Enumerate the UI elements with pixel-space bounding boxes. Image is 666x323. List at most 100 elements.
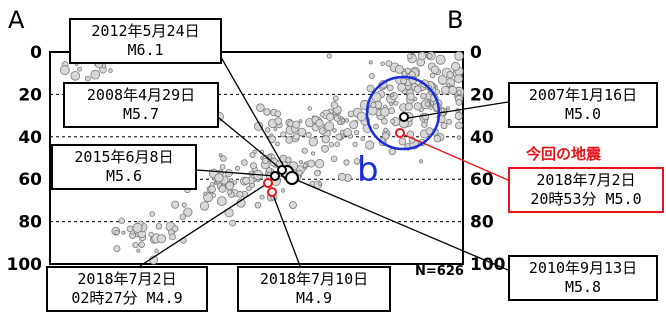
event-point-148 bbox=[450, 61, 460, 71]
y-tick-right-60: 60 bbox=[470, 170, 494, 190]
event-point-144 bbox=[454, 74, 463, 84]
event-point-376 bbox=[136, 248, 141, 253]
event-point-132 bbox=[430, 65, 440, 74]
event-point-311 bbox=[321, 144, 329, 153]
callout-2015-date: 2015年6月8日 bbox=[74, 148, 174, 166]
callout-2008-mag: M5.7 bbox=[122, 105, 160, 123]
event-point-225 bbox=[370, 102, 377, 109]
leader-c20180710 bbox=[271, 191, 301, 267]
event-point-341 bbox=[218, 184, 227, 193]
event-point-99 bbox=[446, 71, 454, 79]
callout-2007-mag: M5.0 bbox=[564, 105, 602, 123]
leader-c2008 bbox=[218, 117, 283, 171]
event-point-254 bbox=[307, 106, 312, 111]
event-point-246 bbox=[335, 133, 343, 141]
event-point-237 bbox=[328, 141, 335, 148]
callout-2007-date: 2007年1月16日 bbox=[528, 86, 638, 104]
event-point-213 bbox=[440, 122, 448, 130]
labelled-event-2 bbox=[270, 171, 280, 181]
event-point-257 bbox=[220, 155, 227, 162]
y-tick-right-100: 100 bbox=[470, 255, 506, 275]
labelled-event-5 bbox=[399, 112, 409, 122]
callout-2008-date: 2008年4月29日 bbox=[86, 86, 196, 104]
callout-2018-07-10-date: 2018年7月10日 bbox=[259, 270, 369, 288]
event-point-402 bbox=[70, 71, 81, 81]
y-tick-right-40: 40 bbox=[470, 128, 494, 148]
event-point-70 bbox=[456, 135, 462, 140]
event-point-236 bbox=[343, 159, 350, 166]
event-point-131 bbox=[455, 121, 463, 130]
event-point-145 bbox=[456, 89, 462, 95]
event-point-115 bbox=[421, 112, 430, 121]
event-point-391 bbox=[149, 211, 156, 217]
event-point-384 bbox=[179, 213, 186, 220]
event-point-20 bbox=[366, 84, 375, 93]
event-point-45 bbox=[390, 93, 395, 98]
event-point-346 bbox=[246, 185, 252, 192]
event-point-150 bbox=[380, 107, 390, 117]
event-point-301 bbox=[337, 172, 346, 181]
event-point-198 bbox=[344, 118, 350, 123]
event-point-306 bbox=[266, 167, 273, 174]
event-point-19 bbox=[381, 118, 388, 125]
leader-c20180702a bbox=[139, 182, 269, 267]
event-point-354 bbox=[208, 185, 216, 194]
event-point-392 bbox=[148, 231, 154, 238]
event-point-262 bbox=[314, 158, 325, 169]
event-point-319 bbox=[280, 188, 286, 193]
event-point-128 bbox=[455, 99, 463, 106]
event-point-256 bbox=[301, 147, 308, 154]
event-point-251 bbox=[454, 111, 463, 120]
event-point-298 bbox=[249, 162, 257, 170]
event-point-117 bbox=[429, 72, 436, 79]
event-point-408 bbox=[77, 66, 82, 72]
labelled-event-6 bbox=[395, 128, 405, 138]
event-point-281 bbox=[307, 159, 316, 168]
event-point-130 bbox=[423, 119, 429, 124]
event-point-143 bbox=[426, 53, 433, 59]
event-point-181 bbox=[373, 123, 379, 130]
event-point-249 bbox=[330, 101, 339, 109]
event-point-64 bbox=[406, 53, 413, 60]
event-point-243 bbox=[324, 121, 335, 132]
event-point-134 bbox=[448, 85, 458, 95]
event-point-343 bbox=[226, 189, 233, 195]
y-tick-left-60: 60 bbox=[18, 170, 42, 190]
labelled-event-3 bbox=[263, 178, 273, 188]
event-point-388 bbox=[169, 233, 176, 241]
event-point-358 bbox=[232, 180, 238, 185]
event-point-229 bbox=[398, 137, 407, 146]
event-point-253 bbox=[343, 128, 352, 137]
event-point-35 bbox=[326, 53, 332, 59]
callout-2010-mag: M5.8 bbox=[564, 278, 602, 296]
event-point-240 bbox=[285, 136, 294, 144]
y-tick-right-80: 80 bbox=[470, 213, 494, 233]
event-point-360 bbox=[219, 164, 226, 170]
event-point-328 bbox=[254, 201, 262, 209]
callout-2018-07-10: 2018年7月10日 M4.9 bbox=[237, 266, 391, 312]
callout-2018-07-02-0227-date: 2018年7月2日 bbox=[77, 270, 177, 288]
event-point-211 bbox=[349, 120, 359, 130]
event-point-284 bbox=[218, 153, 223, 158]
event-point-233 bbox=[321, 135, 330, 144]
callout-2010: 2010年9月13日 M5.8 bbox=[508, 255, 658, 301]
region-b-label: b bbox=[357, 150, 379, 190]
event-point-127 bbox=[434, 89, 441, 95]
event-point-40 bbox=[446, 83, 451, 88]
event-point-312 bbox=[249, 151, 256, 158]
event-point-366 bbox=[183, 207, 193, 217]
y-tick-left-20: 20 bbox=[18, 85, 42, 105]
event-point-340 bbox=[229, 219, 237, 227]
event-point-342 bbox=[181, 202, 187, 208]
event-point-79 bbox=[433, 134, 442, 143]
event-point-109 bbox=[368, 60, 373, 65]
callout-2010-date: 2010年9月13日 bbox=[528, 259, 638, 277]
event-point-141 bbox=[440, 107, 445, 112]
event-point-238 bbox=[325, 112, 335, 122]
event-point-154 bbox=[308, 137, 319, 147]
event-point-56 bbox=[437, 75, 448, 85]
event-point-292 bbox=[317, 181, 322, 186]
event-point-377 bbox=[132, 242, 139, 249]
leader-c2007 bbox=[407, 101, 509, 119]
event-point-142 bbox=[454, 51, 464, 61]
